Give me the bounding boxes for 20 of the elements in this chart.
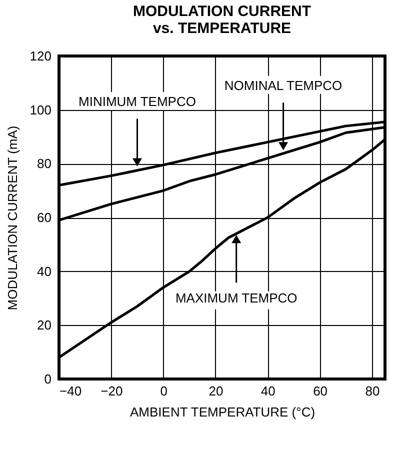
y-axis-title: MODULATION CURRENT (mA) (4, 126, 20, 310)
x-tick-label: −40 (60, 384, 82, 398)
y-tick-label: 0 (44, 372, 52, 386)
y-tick-label: 120 (30, 48, 52, 64)
y-tick-label: 20 (37, 318, 52, 333)
x-tick-label: 80 (365, 384, 380, 398)
chart-title: MODULATION CURRENT vs. TEMPERATURE (132, 3, 312, 37)
x-tick-label: −20 (100, 384, 123, 398)
annotation: MAXIMUM TEMPCO (175, 290, 298, 306)
y-tick-label: 60 (37, 210, 52, 225)
x-tick-label: 0 (160, 384, 168, 398)
annotation: NOMINAL TEMPCO (224, 78, 342, 93)
x-tick-label: 20 (208, 384, 224, 398)
x-tick-label: 40 (260, 384, 276, 398)
x-axis-title: AMBIENT TEMPERATURE (°C) (130, 404, 316, 420)
annotation: MINIMUM TEMPCO (78, 94, 196, 110)
y-tick-label: 100 (30, 102, 52, 118)
y-tick-label: 40 (37, 264, 52, 279)
x-tick-label: 60 (313, 384, 328, 398)
y-tick-label: 80 (37, 156, 52, 172)
